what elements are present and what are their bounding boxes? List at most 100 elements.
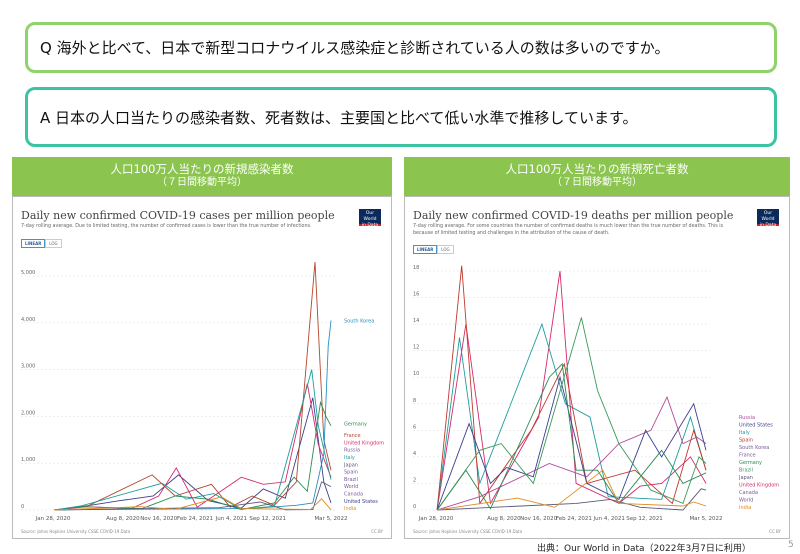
y-tick-label: 12	[413, 345, 419, 351]
legend-label: South Korea	[739, 445, 769, 451]
legend-label: Spain	[739, 438, 753, 444]
series-line-brazil	[436, 317, 707, 511]
legend-label: United Kingdom	[344, 440, 384, 446]
deaths-plot: 0 2 4 6 8 10 12 14 16 18 Jan 28, 2020 Aug 8, 2020 No…	[413, 265, 779, 522]
x-tick-label: Jun 4, 2021	[593, 516, 625, 522]
x-tick-label: Feb 24, 2021	[556, 516, 592, 522]
source-note: Source: Johns Hopkins University CSSE CO…	[413, 529, 523, 534]
legend-label: South Korea	[344, 318, 374, 324]
y-tick-label: 14	[413, 318, 419, 324]
series-line-japan	[54, 481, 332, 511]
legend-label: India	[344, 506, 356, 512]
legend-label: Italy	[739, 430, 750, 436]
series-line-india	[437, 469, 707, 511]
y-tick-label: 8	[413, 398, 416, 404]
chart-title: Daily new confirmed COVID-19 cases per m…	[21, 209, 335, 222]
question-text: Q 海外と比べて、日本で新型コロナウイルス感染症と診断されている人の数は多いので…	[40, 39, 670, 57]
chart-subtitle: 7-day rolling average. For some countrie…	[413, 224, 724, 236]
y-tick-label: 3,000	[21, 364, 35, 370]
chart-subtitle: 7-day rolling average. Due to limited te…	[21, 224, 312, 229]
y-tick-label: 16	[413, 292, 419, 298]
x-tick-label: Jan 28, 2020	[418, 516, 454, 522]
legend-label: Russia	[344, 448, 360, 454]
deaths-chart: Daily new confirmed COVID-19 deaths per …	[404, 196, 790, 539]
legend-label: United Kingdom	[739, 483, 779, 489]
cases-chart-header: 人口100万人当たりの新規感染者数 （７日間移動平均）	[12, 157, 392, 196]
legend-label: Canada	[739, 490, 758, 496]
series-line-germany	[436, 362, 707, 511]
source-citation: 出典：Our World in Data（2022年3月7日に利用）	[537, 544, 751, 554]
cases-header-title: 人口100万人当たりの新規感染者数	[110, 162, 294, 176]
x-tick-label: Aug 8, 2020	[487, 516, 521, 522]
legend-label: Italy	[344, 455, 355, 461]
series-line-france	[54, 261, 332, 511]
log-toggle[interactable]: LOG	[45, 239, 62, 248]
cases-chart: Daily new confirmed COVID-19 cases per m…	[12, 196, 392, 539]
x-tick-label: Aug 8, 2020	[106, 516, 140, 522]
deaths-chart-header: 人口100万人当たりの新規死亡者数 （７日間移動平均）	[404, 157, 790, 196]
owid-logo: Our World in Data	[359, 209, 381, 228]
log-toggle[interactable]: LOG	[437, 245, 454, 254]
chart-title: Daily new confirmed COVID-19 deaths per …	[413, 209, 734, 222]
series-line-italy	[54, 369, 332, 511]
y-tick-label: 4,000	[21, 317, 35, 323]
series-line-russia	[436, 395, 707, 511]
y-tick-label: 10	[413, 371, 419, 377]
series-line-united-kingdom	[54, 383, 332, 511]
legend-label: Japan	[738, 475, 753, 481]
answer-text: A 日本の人口当たりの感染者数、死者数は、主要国と比べて低い水準で推移しています…	[40, 108, 638, 127]
y-tick-label: 6	[413, 424, 416, 430]
legend-label: Spain	[344, 470, 358, 476]
deaths-header-title: 人口100万人当たりの新規死亡者数	[505, 162, 689, 176]
legend-label: World	[344, 484, 358, 490]
owid-logo: Our World in Data	[757, 209, 779, 228]
x-tick-label: Jan 28, 2020	[35, 516, 71, 522]
x-tick-label: Jun 4, 2021	[215, 516, 247, 522]
legend-label: Germany	[739, 460, 762, 466]
series-line-spain	[436, 265, 707, 511]
x-tick-label: Mar 5, 2022	[689, 516, 722, 522]
cases-plot: 0 1,000 2,000 3,000 4,000 5,000 Jan 28, 2020 Au…	[21, 261, 384, 522]
y-tick-label: 18	[413, 265, 419, 271]
legend-label: Brazil	[739, 468, 753, 474]
legend-label: United States	[739, 423, 773, 429]
y-tick-label: 4	[413, 451, 416, 457]
legend-label: United States	[344, 499, 378, 505]
legend-label: World	[739, 498, 753, 504]
x-tick-label: Sep 12, 2021	[249, 516, 286, 522]
y-tick-label: 1,000	[21, 457, 35, 463]
deaths-header-sub: （７日間移動平均）	[552, 177, 642, 188]
cases-header-sub: （７日間移動平均）	[157, 177, 247, 188]
license: CC BY	[769, 529, 781, 534]
legend-label: Germany	[344, 421, 367, 427]
license: CC BY	[371, 529, 383, 534]
legend-label: France	[344, 433, 361, 439]
x-tick-label: Mar 5, 2022	[314, 516, 347, 522]
y-tick-label: 5,000	[21, 270, 35, 276]
legend-label: India	[739, 505, 751, 511]
series-line-japan	[437, 488, 707, 511]
x-tick-label: Sep 12, 2021	[626, 516, 663, 522]
linear-toggle[interactable]: LINEAR	[21, 239, 46, 248]
x-tick-label: Feb 24, 2021	[177, 516, 213, 522]
series-line-germany	[54, 400, 332, 511]
legend-label: Brazil	[344, 477, 358, 483]
legend-label: Canada	[344, 492, 363, 498]
y-tick-label: 2,000	[21, 410, 35, 416]
legend-label: France	[739, 453, 756, 459]
series-line-united-states	[54, 397, 332, 511]
y-tick-label: 0	[413, 504, 416, 510]
series-line-italy	[436, 322, 707, 511]
y-tick-label: 0	[21, 504, 24, 510]
source-note: Source: Johns Hopkins University CSSE CO…	[21, 529, 131, 534]
legend-label: Japan	[343, 462, 358, 468]
legend-label: Russia	[739, 415, 755, 421]
x-tick-label: Nov 16, 2020	[520, 516, 557, 522]
linear-toggle[interactable]: LINEAR	[413, 245, 438, 254]
y-tick-label: 2	[413, 477, 416, 483]
series-line-united-states	[436, 375, 707, 511]
answer-box: A 日本の人口当たりの感染者数、死者数は、主要国と比べて低い水準で推移しています…	[25, 87, 777, 147]
series-line-united-kingdom	[436, 270, 707, 511]
page-number: 5	[788, 540, 794, 550]
series-line-india	[54, 496, 332, 511]
